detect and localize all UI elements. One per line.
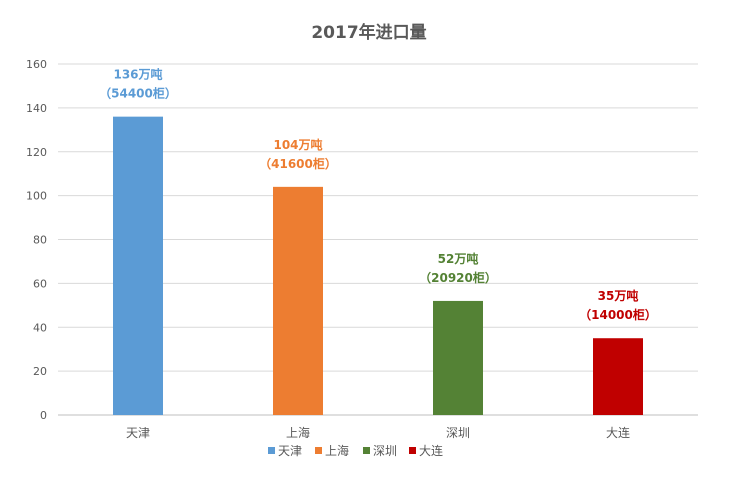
legend-label: 大连 [419,443,443,458]
legend-swatch [363,447,370,454]
legend-label: 天津 [278,444,302,458]
x-tick-label: 深圳 [446,426,470,440]
gridlines [58,63,698,416]
x-tick-label: 天津 [126,426,150,440]
legend-label: 深圳 [373,444,397,458]
data-label: 52万吨 [438,251,479,266]
y-axis-ticks: 0 20 40 60 80 100 120 140 160 [26,58,47,422]
legend-swatch [268,447,275,454]
legend: 天津 上海 深圳 大连 [268,443,443,458]
y-tick-label: 40 [33,321,47,334]
y-tick-label: 20 [33,365,47,378]
bar [113,116,163,416]
bar [433,300,483,415]
data-label: 104万吨 [273,137,322,152]
legend-swatch [315,447,322,454]
bars [113,116,643,416]
bar [273,186,323,415]
y-tick-label: 0 [40,409,47,422]
data-label: （41600柜） [259,156,337,171]
y-tick-label: 80 [33,234,47,247]
data-label: （14000柜） [579,307,657,322]
y-tick-label: 120 [26,146,47,159]
y-tick-label: 160 [26,58,47,71]
data-label: 35万吨 [598,288,639,303]
y-tick-label: 60 [33,277,47,290]
legend-swatch [409,447,416,454]
x-tick-label: 大连 [606,425,630,440]
chart-title: 2017年进口量 [311,22,426,43]
data-labels: 136万吨 （54400柜） 104万吨 （41600柜） 52万吨 （20920柜） 35… [99,67,657,323]
bar [593,338,643,415]
data-label: 136万吨 [113,67,162,82]
y-tick-label: 100 [26,190,47,203]
x-axis-categories: 天津 上海 深圳 大连 [126,425,630,440]
data-label: （54400柜） [99,86,177,101]
data-label: （20920柜） [419,270,497,285]
y-tick-label: 140 [26,102,47,115]
legend-label: 上海 [325,443,349,458]
x-tick-label: 上海 [286,425,310,440]
